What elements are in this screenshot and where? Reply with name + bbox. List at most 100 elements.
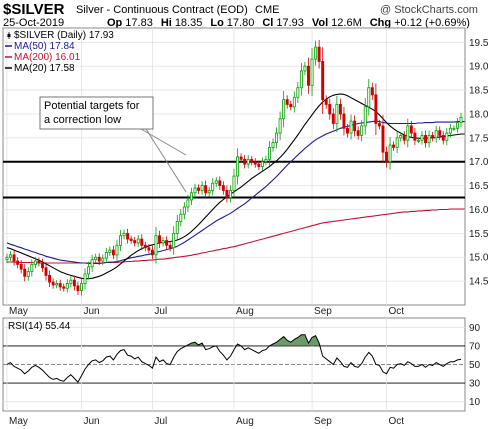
rsi-panel: 90 70 50 30 10 RSI(14) 55.44 May Jun Jul Aug Sep… [2, 317, 481, 427]
candle-body [292, 96, 296, 108]
annotation-line-1: Potential targets for [44, 100, 140, 112]
candle-body [342, 113, 346, 129]
price-tick-label: 14.5 [469, 277, 489, 288]
candle-body [111, 249, 115, 256]
candle-body [147, 247, 151, 251]
annotation: Potential targets for a correction low [39, 96, 187, 193]
candle-body [385, 151, 388, 163]
candle-body [37, 260, 41, 264]
candle-body [317, 46, 321, 62]
candle-body [431, 135, 435, 139]
candle-body [448, 127, 452, 134]
legend-candle-body [7, 34, 11, 37]
candle-body [331, 113, 335, 124]
candle-body [158, 235, 161, 244]
candle-body [136, 238, 140, 244]
candle-body [282, 99, 286, 120]
candle-body [186, 199, 190, 208]
rsi-line [6, 334, 462, 384]
candle-body [434, 130, 438, 139]
candle-body [289, 104, 293, 108]
candle-body [246, 158, 250, 165]
candle-body [62, 286, 66, 289]
candle-body [150, 249, 154, 256]
rsi-month-label: Jul [154, 416, 167, 427]
candle-body [420, 135, 424, 141]
ohlc-stats: Op 17.83 Hi 18.35 Lo 17.80 Cl 17.93 Vol 12.6M Chg +… [107, 17, 470, 29]
candle-body [360, 125, 364, 136]
candle-body [392, 144, 396, 148]
candle-body [310, 58, 314, 86]
candle-body [211, 182, 215, 191]
candle-body [455, 122, 459, 129]
candle-body [65, 283, 69, 289]
ma20-series [6, 93, 465, 280]
candle-body [296, 87, 300, 98]
candle-body [416, 139, 420, 142]
candle-body [33, 260, 37, 265]
candle-body [182, 206, 186, 215]
candle-body [214, 180, 218, 184]
candle-body [370, 87, 374, 96]
candle-body [381, 125, 385, 153]
candle-body [264, 158, 268, 163]
candle-body [441, 135, 445, 141]
candle-body [374, 94, 378, 124]
candle-body [299, 70, 303, 89]
stat-value-chg: +0.12 (+0.69%) [394, 17, 470, 29]
candle-body [12, 254, 16, 262]
candle-body [5, 256, 9, 261]
candle-body [90, 259, 94, 268]
price-tick-label: 18.0 [469, 109, 489, 120]
rsi-month-label: Oct [389, 416, 405, 427]
candle-body [221, 185, 225, 191]
chart-date: 25-Oct-2019 [3, 17, 64, 29]
candle-body [402, 135, 406, 141]
candle-body [395, 137, 399, 148]
month-label: Oct [389, 306, 405, 317]
stat-label-cl: Cl [262, 17, 273, 29]
legend-entry: MA(50) 17.84 [14, 41, 75, 52]
contract-description: Silver - Continuous Contract (EOD) [76, 4, 248, 16]
candle-body [321, 61, 325, 101]
candle-body [133, 240, 137, 244]
candle-body [72, 279, 76, 287]
candle-body [44, 267, 48, 276]
candle-body [218, 180, 222, 187]
stat-value-cl: 17.93 [276, 17, 304, 29]
stat-label-chg: Chg [370, 17, 391, 29]
price-tick-label: 17.0 [469, 157, 489, 168]
rsi-series [6, 334, 462, 384]
candle-body [193, 187, 197, 194]
candle-body [154, 235, 158, 256]
candle-body [275, 132, 279, 144]
candle-body [257, 163, 261, 167]
month-label: Jul [154, 306, 167, 317]
candle-body [424, 135, 427, 144]
candle-body [367, 87, 371, 108]
candle-body [413, 132, 417, 141]
candle-body [409, 125, 413, 134]
stat-label-hi: Hi [161, 17, 172, 29]
candle-body [338, 104, 342, 115]
legend-entry: $SILVER (Daily) 17.93 [14, 30, 114, 41]
candle-body [253, 161, 257, 165]
candle-body [324, 99, 328, 105]
month-label: Jun [83, 306, 99, 317]
candle-body [388, 144, 392, 163]
candle-body [207, 189, 211, 194]
candle-body [97, 256, 101, 262]
legend-entry: MA(200) 16.01 [14, 52, 81, 63]
candle-body [204, 185, 208, 194]
legend-entry: MA(20) 17.58 [14, 63, 75, 74]
candle-body [232, 175, 236, 191]
candle-body [168, 244, 172, 249]
rsi-month-labels: May Jun Jul Aug Sep Oct [9, 416, 404, 427]
stat-label-vol: Vol [312, 17, 328, 29]
candle-body [172, 232, 176, 249]
candle-body [399, 135, 403, 139]
candle-body [23, 268, 27, 277]
candle-body [445, 132, 449, 141]
